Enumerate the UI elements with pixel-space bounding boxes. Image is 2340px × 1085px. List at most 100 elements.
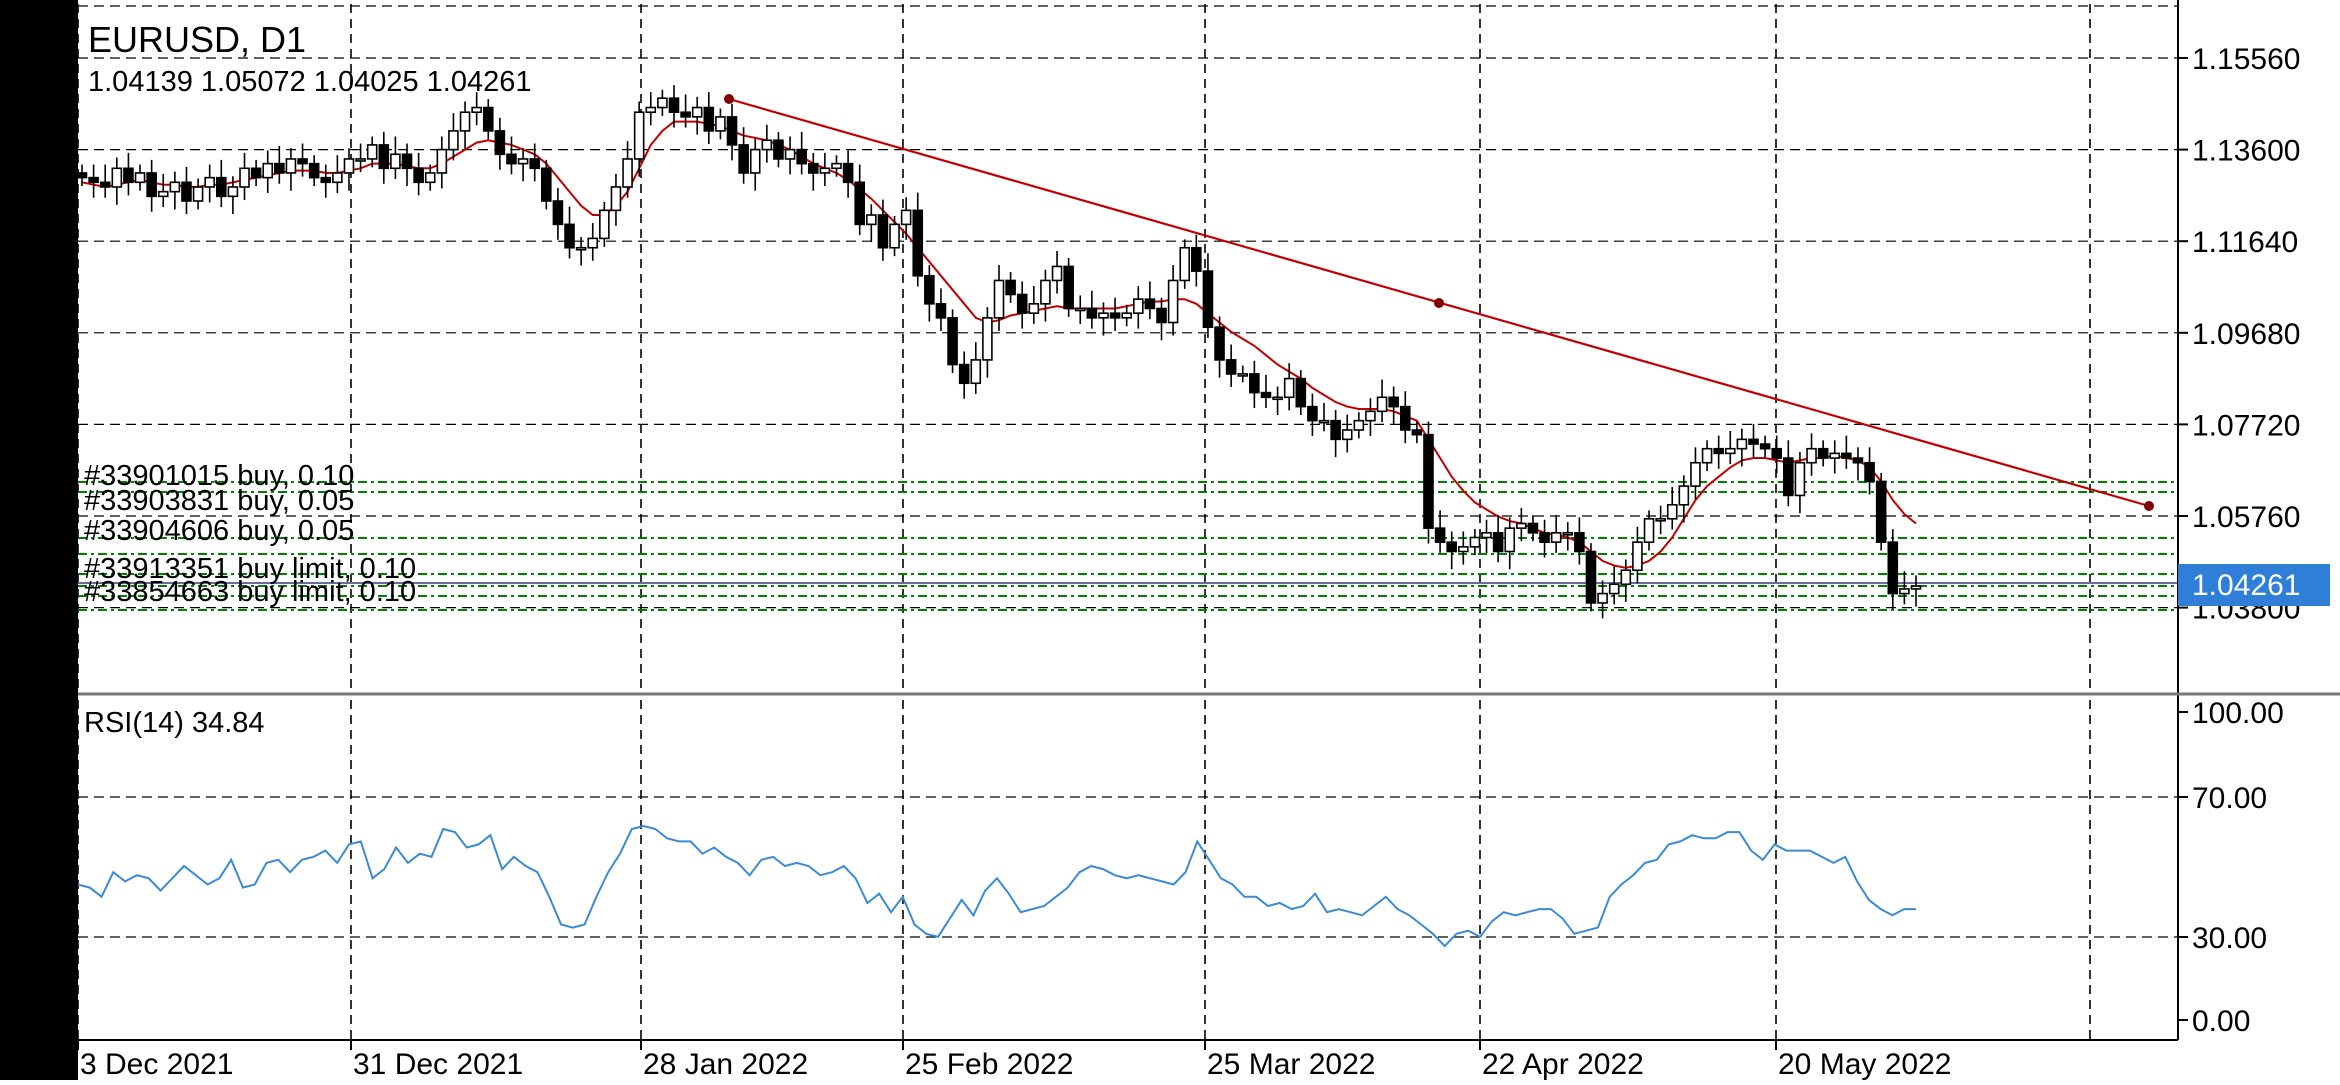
candle-bull [1655, 518, 1666, 522]
candle-bear [1852, 457, 1864, 464]
candle-bear [297, 158, 308, 165]
candle-bull [1051, 265, 1063, 282]
candle-bear [1434, 527, 1446, 543]
trendline-layer[interactable] [724, 94, 2154, 511]
candle-bear [1214, 326, 1225, 361]
candle-bear [842, 162, 854, 184]
candle-bull [1353, 419, 1365, 431]
candle-bear [924, 274, 935, 305]
candle-bear [1539, 532, 1550, 543]
candle-bear [1191, 246, 1202, 272]
date-tick-label: 20 May 2022 [1778, 1048, 1951, 1080]
candlestick-layer [76, 85, 1922, 619]
candle-bull [982, 317, 993, 361]
candle-bull [1910, 585, 1922, 590]
candle-bear [738, 144, 749, 174]
candle-bull [1899, 588, 1910, 595]
candle-bear [564, 223, 575, 249]
candle-bull [1098, 312, 1109, 319]
candle-bear [1156, 307, 1167, 324]
candle-bear [1307, 405, 1318, 422]
candle-bear [958, 363, 970, 385]
candle-bull [657, 97, 668, 109]
candle-bull [819, 167, 831, 174]
candle-bear [413, 167, 424, 184]
candle-bull [831, 162, 842, 170]
candle-bear [1759, 443, 1771, 450]
candle-bull [587, 237, 599, 249]
candle-bull [1365, 410, 1376, 422]
candle-bull [1597, 592, 1608, 604]
candle-bull [622, 158, 633, 188]
candle-bull [1620, 569, 1632, 586]
candle-bull [227, 186, 239, 198]
candle-bull [1167, 279, 1179, 324]
candle-bull [1608, 583, 1620, 595]
candle-bear [912, 209, 924, 277]
candle-bear [1574, 532, 1585, 553]
candle-bull [1829, 452, 1841, 459]
candle-bull [993, 279, 1005, 319]
candle-bull [715, 116, 726, 132]
candle-bear [1005, 279, 1016, 296]
candle-bull [424, 172, 436, 184]
date-tick-label: 28 Jan 2022 [643, 1048, 808, 1080]
rsi-tick-label: 70.00 [2192, 782, 2267, 815]
candle-bear [1295, 377, 1307, 408]
candle-bull [1121, 312, 1132, 319]
date-tick-label: 25 Mar 2022 [1207, 1048, 1375, 1080]
candle-bear [1086, 307, 1098, 319]
candle-bear [807, 162, 819, 174]
candle-bear [877, 214, 889, 249]
candle-bull [192, 186, 204, 202]
left-edge-bar [0, 0, 78, 1080]
candle-bull [1632, 541, 1643, 572]
candle-bear [1446, 541, 1457, 553]
date-tick-label: 25 Feb 2022 [905, 1048, 1073, 1080]
candle-bull [157, 190, 169, 198]
current-price-tag [2178, 564, 2330, 606]
candle-bear [76, 172, 88, 179]
ohlc-readout: 1.04139 1.05072 1.04025 1.04261 [88, 66, 531, 98]
candle-bull [471, 106, 482, 114]
candle-bull [436, 148, 448, 174]
candle-bear [703, 106, 715, 132]
candle-bull [1724, 447, 1736, 455]
candle-bull [1040, 279, 1051, 305]
candle-bear [378, 144, 390, 170]
order-label: #33901015 buy, 0.10 [84, 460, 354, 492]
candle-bull [1341, 429, 1353, 441]
trendline-anchor [724, 94, 734, 104]
order-label: #33913351 buy limit, 0.10 [84, 553, 416, 585]
axes-layer: 1.15560 1.13600 1.11640 1.09680 1.07720 1.057… [77, 0, 2340, 1081]
candle-bull [1376, 396, 1388, 413]
candle-bull [761, 139, 773, 151]
candle-bull [889, 223, 900, 249]
candle-bear [1713, 447, 1724, 455]
candle-bull [1562, 532, 1574, 536]
trendline-anchor [2144, 501, 2154, 511]
symbol-title: EURUSD, D1 [88, 19, 306, 60]
grid-layer [77, 4, 2178, 1040]
candle-bear [1748, 438, 1759, 445]
candle-bull [239, 167, 250, 188]
date-tick-label: 3 Dec 2021 [80, 1048, 233, 1080]
candle-bear [123, 167, 134, 184]
candle-bull [1469, 536, 1481, 548]
trendline-anchor [1434, 298, 1444, 308]
candle-bear [1841, 452, 1852, 459]
candle-bear [494, 130, 506, 156]
date-tick-label: 31 Dec 2021 [353, 1048, 523, 1080]
price-tick-label: 1.11640 [2192, 226, 2298, 259]
rsi-tick-label: 30.00 [2192, 922, 2267, 955]
candle-bull [390, 153, 401, 170]
candle-bull [1794, 461, 1806, 497]
candle-bear [1016, 293, 1028, 314]
candle-bull [1690, 461, 1701, 487]
candle-bull [749, 148, 761, 174]
candle-bull [1504, 527, 1516, 553]
candle-bull [1283, 377, 1295, 399]
candle-bull [1736, 438, 1748, 450]
